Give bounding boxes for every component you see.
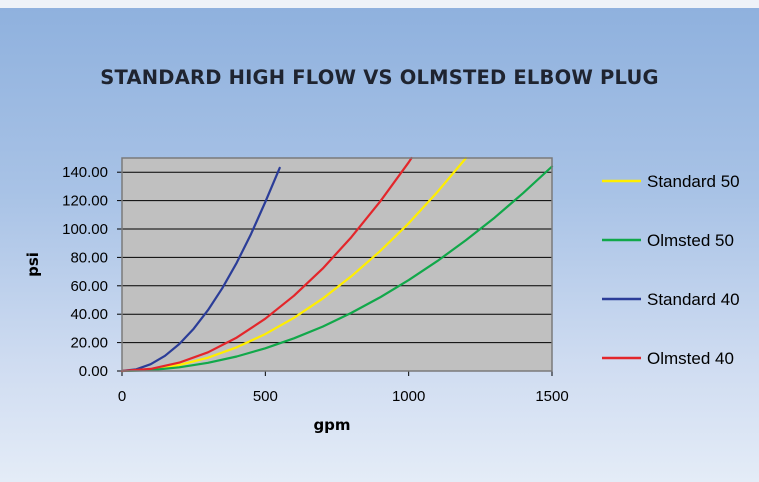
series-line-olmsted-40	[120, 156, 413, 373]
y-tick-label-6: 120.00	[62, 193, 108, 210]
y-axis-label: psi	[24, 252, 42, 277]
y-tick-labels: 0.00 20.00 40.00 60.00 80.00 100.00 120.00 140.…	[62, 164, 108, 380]
x-axis-label: gpm	[313, 416, 350, 434]
x-tick-labels: 0 500 1000 1500	[118, 388, 569, 405]
y-tick-label-3: 60.00	[70, 278, 108, 295]
x-tick-label-2: 1000	[392, 388, 425, 405]
x-tick-label-1: 500	[253, 388, 278, 405]
series-lines	[120, 156, 554, 373]
legend-label-3: Olmsted 40	[647, 349, 734, 368]
x-tick-label-3: 1500	[535, 388, 568, 405]
legend-label-0: Standard 50	[647, 172, 740, 191]
series-line-standard-40	[120, 166, 281, 373]
y-tick-label-4: 80.00	[70, 249, 108, 266]
legend-label-2: Standard 40	[647, 290, 740, 309]
y-tick-label-5: 100.00	[62, 221, 108, 238]
top-strip	[0, 0, 759, 8]
y-tick-label-2: 40.00	[70, 306, 108, 323]
legend-label-1: Olmsted 50	[647, 231, 734, 250]
x-tick-label-0: 0	[118, 388, 126, 405]
y-tick-label-7: 140.00	[62, 164, 108, 181]
plot-area	[122, 158, 552, 371]
legend: Standard 50 Olmsted 50 Standard 40 Olmsted …	[602, 172, 740, 368]
y-tick-label-0: 0.00	[79, 363, 108, 380]
chart-title: STANDARD HIGH FLOW VS OLMSTED ELBOW PLUG	[100, 66, 659, 89]
y-tick-label-1: 20.00	[70, 335, 108, 352]
series-line-standard-50	[120, 156, 468, 373]
plot-frame	[121, 157, 553, 372]
series-line-olmsted-50	[120, 165, 554, 373]
